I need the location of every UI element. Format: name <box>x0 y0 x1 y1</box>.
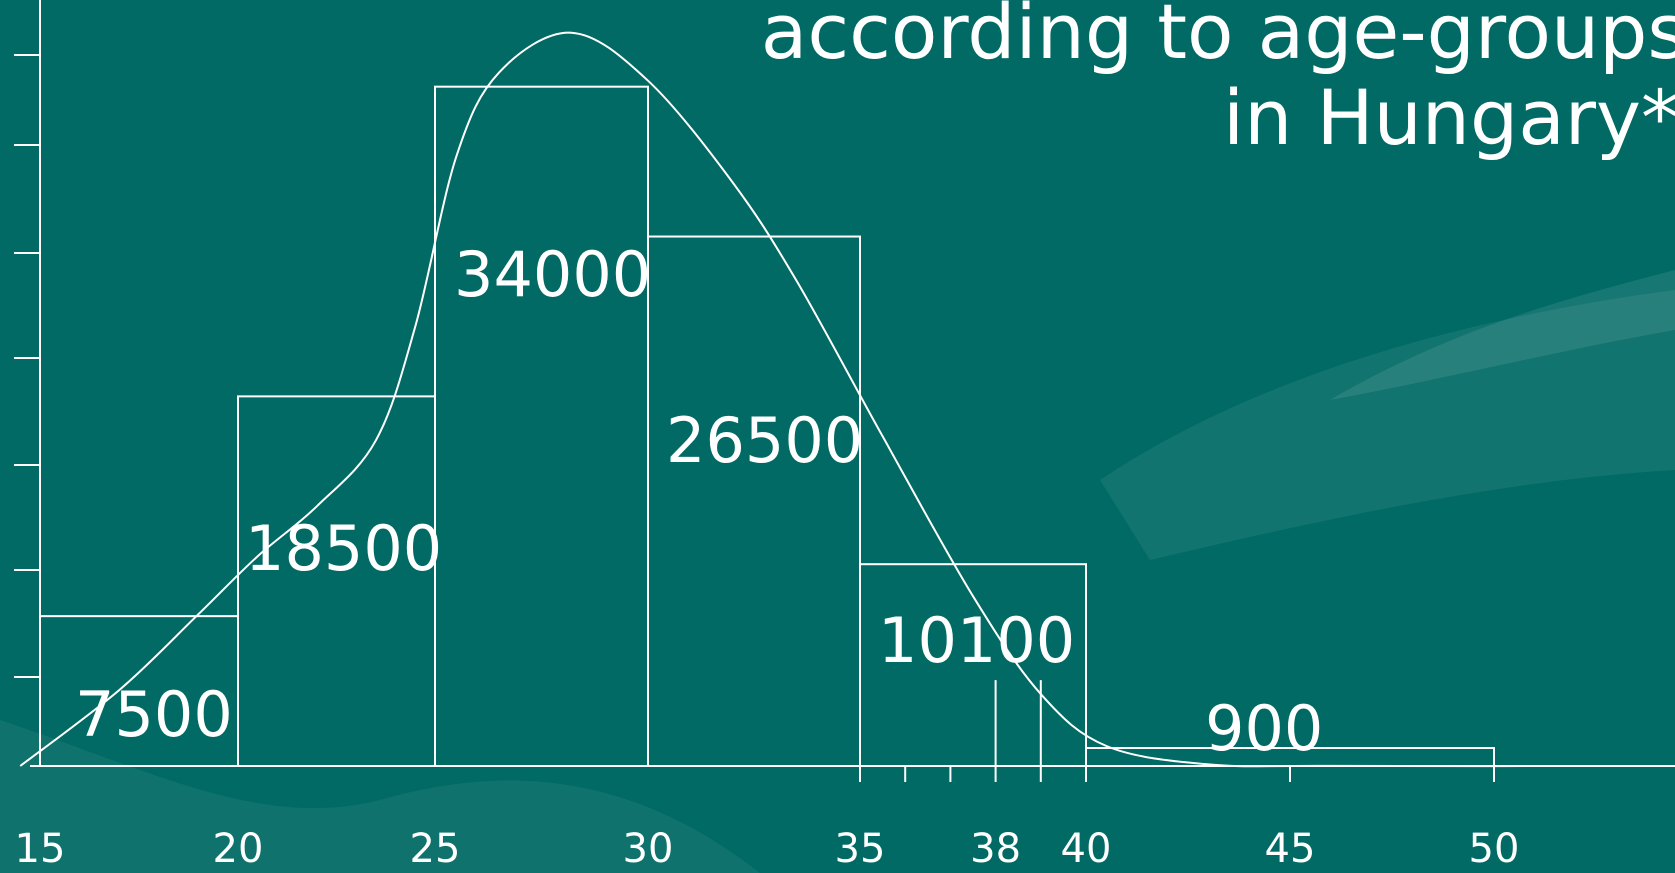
x-tick-label-45: 45 <box>1265 826 1316 872</box>
x-tick-label-25: 25 <box>410 826 461 872</box>
chart-title-line-1: according to age-groups <box>760 0 1675 76</box>
x-tick-labels: 15 20 25 30 35 38 40 45 50 <box>15 826 1520 872</box>
x-tick-label-50: 50 <box>1469 826 1520 872</box>
distribution-curve-layer <box>19 31 1675 768</box>
chart-title-line-2: in Hungary* <box>1223 73 1675 162</box>
histogram-bars <box>39 85 1495 768</box>
x-tick-label-30: 30 <box>623 826 674 872</box>
bar-label-30-35: 26500 <box>666 404 863 477</box>
x-tick-label-15: 15 <box>15 826 66 872</box>
x-tick-label-38: 38 <box>970 826 1021 872</box>
bar-35-40 <box>859 563 1087 768</box>
bar-label-35-40: 10100 <box>878 604 1075 677</box>
x-tick-label-35: 35 <box>835 826 886 872</box>
bar-value-labels: 7500 18500 34000 26500 10100 900 <box>75 238 1323 765</box>
x-tick-label-40: 40 <box>1061 826 1112 872</box>
bar-label-40-50: 900 <box>1205 692 1323 765</box>
distribution-curve <box>19 31 1675 768</box>
bar-label-25-30: 34000 <box>454 238 651 311</box>
bar-25-30 <box>434 85 649 768</box>
background-swirl-decoration <box>0 270 1675 873</box>
bar-label-15-20: 7500 <box>75 678 233 751</box>
x-tick-label-20: 20 <box>213 826 264 872</box>
bar-30-35 <box>647 235 861 767</box>
bar-label-20-25: 18500 <box>245 512 442 585</box>
